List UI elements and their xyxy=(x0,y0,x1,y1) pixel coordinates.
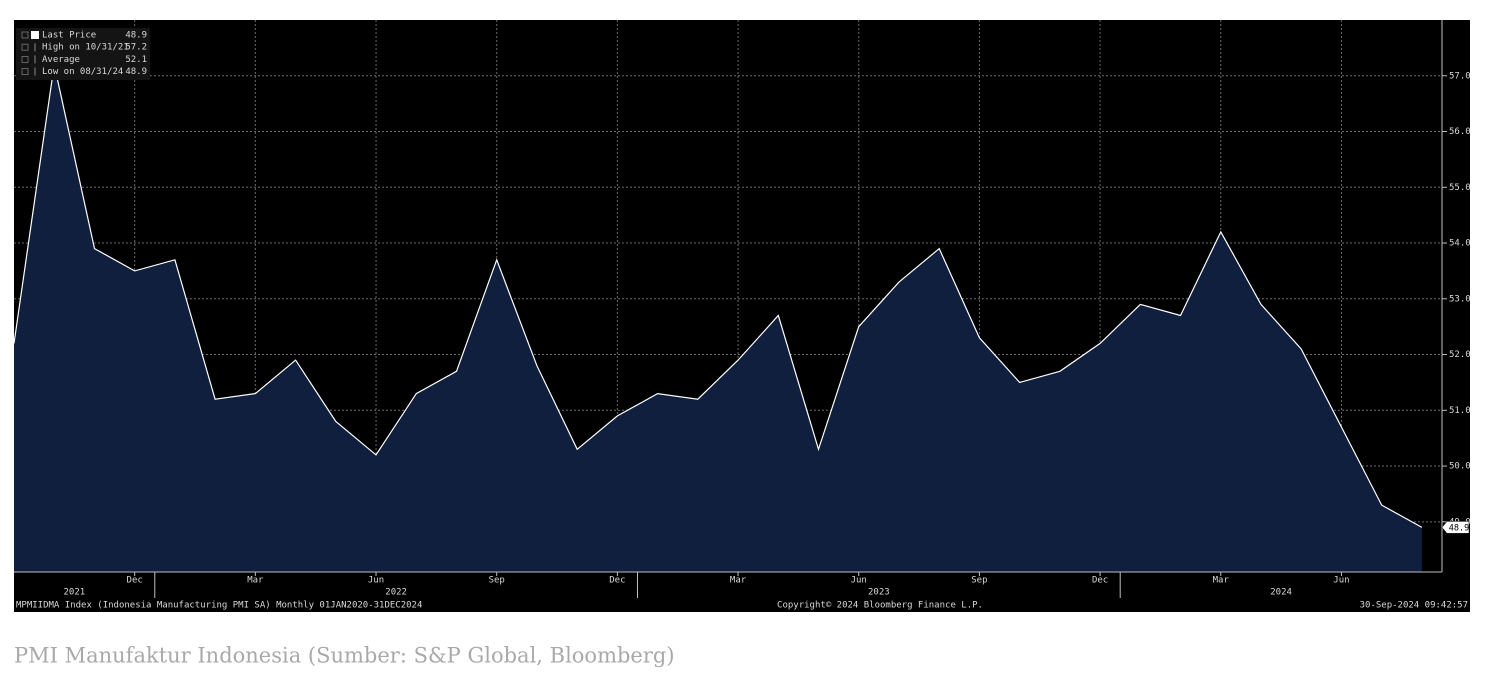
x-tick-label: Mar xyxy=(247,576,264,586)
last-price-label: 48.9 xyxy=(1449,523,1469,533)
y-tick-label: 53.0 xyxy=(1449,294,1471,304)
year-label: 2021 xyxy=(63,588,85,598)
legend-label: High on 10/31/21 xyxy=(42,43,129,53)
y-tick-label: 50.0 xyxy=(1449,462,1471,472)
footer-left: MPMIIDMA Index (Indonesia Manufacturing … xyxy=(16,601,422,611)
legend-check xyxy=(21,43,29,51)
legend-swatch xyxy=(31,31,39,39)
legend-value: 48.9 xyxy=(125,67,147,77)
legend-value: 52.1 xyxy=(125,55,147,65)
year-label: 2023 xyxy=(868,588,890,598)
y-tick-label: 56.0 xyxy=(1449,127,1471,137)
legend-value: 57.2 xyxy=(125,43,147,53)
legend-check xyxy=(21,31,29,39)
x-tick-label: Dec xyxy=(127,576,143,586)
x-tick-label: Jun xyxy=(1333,576,1349,586)
x-tick-label: Sep xyxy=(489,576,505,586)
x-tick-label: Mar xyxy=(730,576,747,586)
year-label: 2024 xyxy=(1270,588,1292,598)
x-tick-label: Jun xyxy=(851,576,867,586)
x-tick-label: Mar xyxy=(1213,576,1230,586)
y-tick-label: 52.0 xyxy=(1449,350,1471,360)
legend-label: Low on 08/31/24 xyxy=(42,67,123,77)
x-tick-label: Sep xyxy=(971,576,987,586)
y-tick-label: 57.0 xyxy=(1449,71,1471,81)
x-tick-label: Jun xyxy=(368,576,384,586)
footer-right: 30-Sep-2024 09:42:57 xyxy=(1360,601,1468,611)
footer-center: Copyright© 2024 Bloomberg Finance L.P. xyxy=(777,601,983,611)
legend-label: Average xyxy=(42,55,80,65)
year-label: 2022 xyxy=(385,588,407,598)
y-tick-label: 54.0 xyxy=(1449,239,1471,249)
legend-value: 48.9 xyxy=(125,31,147,41)
last-price-tag xyxy=(1441,521,1470,534)
x-tick-label: Dec xyxy=(609,576,625,586)
caption: PMI Manufaktur Indonesia (Sumber: S&P Gl… xyxy=(14,644,675,668)
y-tick-label: 51.0 xyxy=(1449,406,1471,416)
area xyxy=(14,64,1422,572)
x-tick-label: Dec xyxy=(1092,576,1108,586)
legend-check xyxy=(21,68,29,75)
legend-label: Last Price xyxy=(42,31,96,41)
legend-check xyxy=(21,56,29,63)
y-tick-label: 55.0 xyxy=(1449,183,1471,193)
line xyxy=(13,64,1423,528)
